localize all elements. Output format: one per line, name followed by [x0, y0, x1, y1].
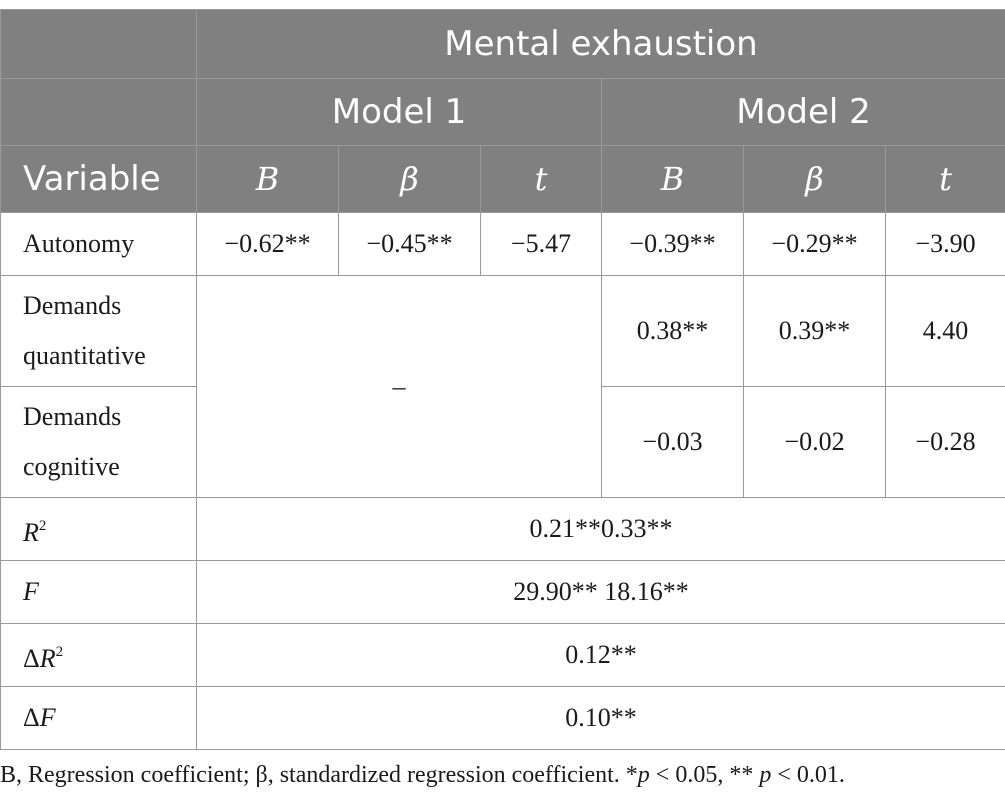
row-label: Demands cognitive [0, 386, 197, 498]
m2-beta-header: β [743, 145, 886, 213]
header-row-group: Mental exhaustion [0, 9, 1005, 79]
table-row-f: F 29.90** 18.16** [0, 560, 1005, 624]
m2-b-cell: 0.38** [601, 275, 744, 387]
row-label: ΔR2 [0, 623, 197, 687]
regression-table: Mental exhaustion Model 1 Model 2 Variab… [0, 9, 1005, 750]
row-label-line: quantitative [23, 341, 146, 370]
m2-b-header: B [601, 145, 744, 213]
superscript: 2 [55, 643, 64, 660]
row-label: R2 [0, 497, 197, 561]
table-row-demands-cognitive: Demands cognitive −0.03 −0.02 −0.28 [0, 386, 1005, 498]
table-row-r2: R2 0.21**0.33** [0, 497, 1005, 561]
header-empty-cell [0, 9, 197, 79]
row-label-line: cognitive [23, 452, 120, 481]
table-row-autonomy: Autonomy −0.62** −0.45** −5.47 −0.39** −… [0, 212, 1005, 276]
m1-beta-header: β [338, 145, 481, 213]
header-row-models: Model 1 Model 2 [0, 78, 1005, 146]
variable-header: Variable [0, 145, 197, 213]
m1-t-header: t [480, 145, 602, 213]
superscript: 2 [38, 517, 47, 534]
footnote-text: < 0.01. [771, 762, 845, 788]
merged-value-cell: 0.21**0.33** [196, 497, 1005, 561]
header-row-columns: Variable B β t B β t [0, 145, 1005, 213]
delta-symbol: Δ [23, 703, 40, 732]
row-label: Autonomy [0, 212, 197, 276]
merged-value-cell: 29.90** 18.16** [196, 560, 1005, 624]
table-footnote: B, Regression coefficient; β, standardiz… [0, 762, 1005, 789]
m2-t-cell: −3.90 [885, 212, 1005, 276]
header-empty-cell [0, 78, 197, 146]
m2-b-cell: −0.03 [601, 386, 744, 498]
delta-symbol: Δ [23, 643, 40, 673]
row-label-symbol: R [23, 517, 39, 547]
row-label: F [0, 560, 197, 624]
row-label-line: Demands [23, 402, 122, 431]
m2-beta-cell: −0.02 [743, 386, 886, 498]
m2-beta-cell: 0.39** [743, 275, 886, 387]
table-row-delta-f: ΔF 0.10** [0, 686, 1005, 750]
merged-value-cell: 0.10** [196, 686, 1005, 750]
m1-b-header: B [196, 145, 339, 213]
m2-t-header: t [885, 145, 1005, 213]
row-label-line: Demands [23, 291, 122, 320]
m2-beta-cell: −0.29** [743, 212, 886, 276]
row-label: ΔF [0, 686, 197, 750]
m1-merged-cell: – [196, 275, 602, 498]
group-header: Mental exhaustion [196, 9, 1005, 79]
m1-t-cell: −5.47 [480, 212, 602, 276]
model1-header: Model 1 [196, 78, 602, 146]
model2-header: Model 2 [601, 78, 1005, 146]
footnote-text: B, Regression coefficient; β, standardiz… [0, 762, 638, 788]
table-row-delta-r2: ΔR2 0.12** [0, 623, 1005, 687]
m2-t-cell: 4.40 [885, 275, 1005, 387]
footnote-p-symbol: p [637, 762, 650, 788]
m1-b-cell: −0.62** [196, 212, 339, 276]
merged-value-cell: 0.12** [196, 623, 1005, 687]
m2-b-cell: −0.39** [601, 212, 744, 276]
footnote-p-symbol: p [759, 762, 772, 788]
footnote-text: < 0.05, ** [649, 762, 760, 788]
m2-t-cell: −0.28 [885, 386, 1005, 498]
table-row-demands-quantitative: Demands quantitative – 0.38** 0.39** 4.4… [0, 275, 1005, 498]
m1-beta-cell: −0.45** [338, 212, 481, 276]
row-label: Demands quantitative [0, 275, 197, 387]
row-label-symbol: F [39, 703, 56, 732]
row-label-symbol: R [39, 643, 56, 673]
